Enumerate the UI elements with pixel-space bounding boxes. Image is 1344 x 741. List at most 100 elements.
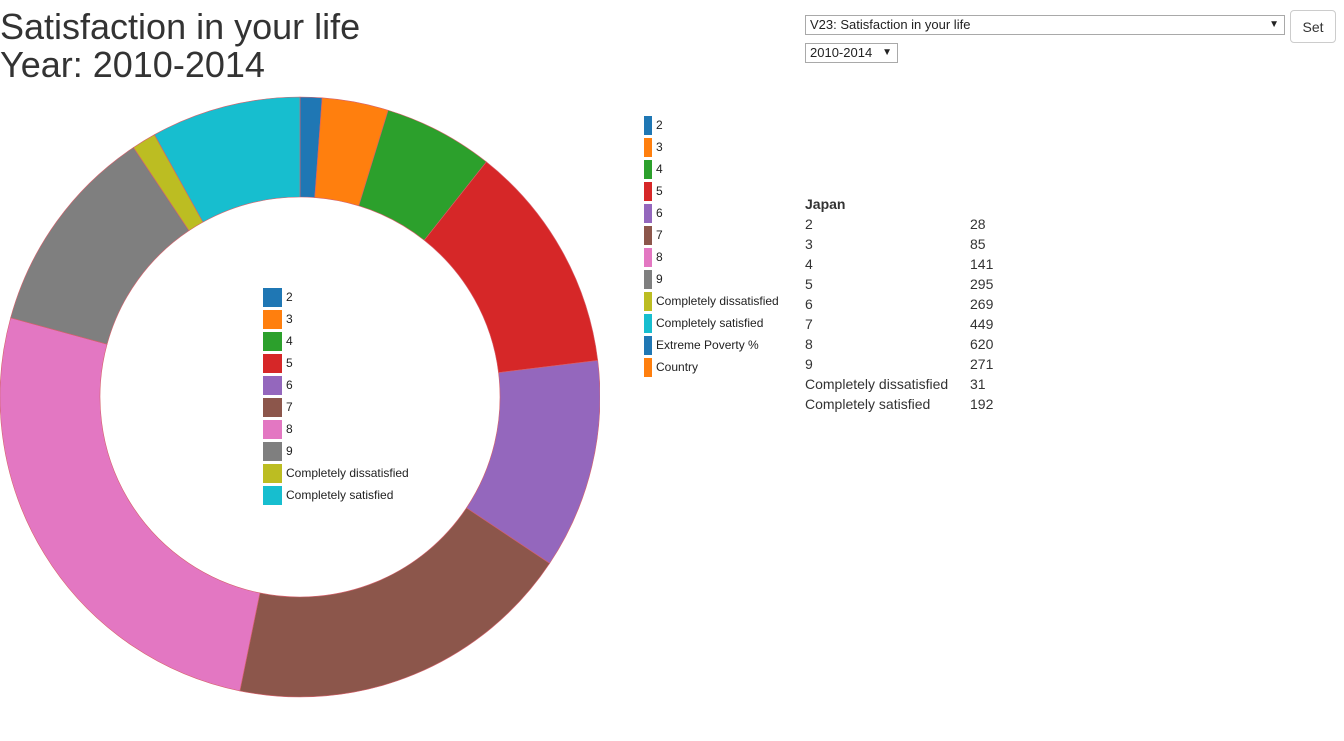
legend-label: 7 [286, 400, 293, 414]
set-button[interactable]: Set [1290, 10, 1336, 43]
table-row: 8 620 [805, 334, 1030, 354]
table-row-value: 271 [970, 356, 994, 372]
year-select[interactable]: 2010-2014 ▼ [805, 43, 898, 63]
question-select-value: V23: Satisfaction in your life [810, 17, 971, 32]
legend-swatch [263, 375, 282, 395]
table-row-value: 141 [970, 256, 994, 272]
legend-swatch [644, 181, 652, 201]
legend-label: Completely satisfied [286, 488, 394, 502]
chart-title: Satisfaction in your life Year: 2010-201… [0, 8, 360, 84]
legend-swatch [263, 485, 282, 505]
legend-swatch [644, 203, 652, 223]
legend-swatch [644, 137, 652, 157]
legend-item[interactable]: Completely dissatisfied [644, 290, 779, 312]
legend-item[interactable]: Completely satisfied [644, 312, 779, 334]
legend-label: Extreme Poverty % [656, 338, 759, 352]
legend-label: 5 [286, 356, 293, 370]
legend-item[interactable]: 5 [644, 180, 779, 202]
legend-item[interactable]: Completely satisfied [263, 484, 409, 506]
legend-swatch [263, 353, 282, 373]
legend-item[interactable]: 6 [263, 374, 409, 396]
legend-item[interactable]: 9 [263, 440, 409, 462]
legend-label: 5 [656, 184, 663, 198]
legend-item[interactable]: 4 [263, 330, 409, 352]
legend-swatch [263, 397, 282, 417]
legend-label: 9 [286, 444, 293, 458]
legend-label: 2 [286, 290, 293, 304]
legend-item[interactable]: 8 [263, 418, 409, 440]
table-row-value: 449 [970, 316, 994, 332]
legend-swatch [263, 419, 282, 439]
legend-item[interactable]: Country [644, 356, 779, 378]
table-row-value: 295 [970, 276, 994, 292]
legend-label: 3 [286, 312, 293, 326]
dropdown-arrow-icon: ▼ [882, 47, 892, 58]
legend-swatch [263, 463, 282, 483]
title-year: Year: 2010-2014 [0, 44, 265, 85]
legend-swatch [644, 269, 652, 289]
legend-label: Completely dissatisfied [286, 466, 409, 480]
legend-label: 8 [656, 250, 663, 264]
legend-item[interactable]: 6 [644, 202, 779, 224]
legend-label: 4 [286, 334, 293, 348]
table-row-label: 6 [805, 296, 813, 312]
legend-item[interactable]: 7 [263, 396, 409, 418]
table-row-label: Completely satisfied [805, 396, 931, 412]
legend-label: 4 [656, 162, 663, 176]
legend-item[interactable]: 9 [644, 268, 779, 290]
donut-slice-8[interactable] [0, 317, 261, 692]
legend-item[interactable]: 7 [644, 224, 779, 246]
legend-item[interactable]: 8 [644, 246, 779, 268]
country-data-table: Japan 2 28 3 85 4 141 5 295 6 269 7 449 8 620 9 271 Comp… [805, 194, 1030, 414]
title-question: Satisfaction in your life [0, 6, 361, 47]
donut-slice-completely-satisfied[interactable] [154, 96, 301, 223]
legend-item[interactable]: 4 [644, 158, 779, 180]
legend-item[interactable]: Completely dissatisfied [263, 462, 409, 484]
legend-swatch [644, 291, 652, 311]
table-row: 2 28 [805, 214, 1030, 234]
table-row-value: 28 [970, 216, 986, 232]
donut-slice-7[interactable] [239, 507, 551, 698]
donut-chart [0, 96, 600, 698]
legend-swatch [644, 357, 652, 377]
table-row-value: 269 [970, 296, 994, 312]
table-row-value: 192 [970, 396, 994, 412]
table-row-label: 8 [805, 336, 813, 352]
legend-label: 9 [656, 272, 663, 286]
table-row-value: 31 [970, 376, 986, 392]
table-row-label: 4 [805, 256, 813, 272]
question-select[interactable]: V23: Satisfaction in your life ▼ [805, 15, 1285, 35]
legend-swatch [644, 247, 652, 267]
legend-swatch [644, 225, 652, 245]
legend-item[interactable]: 3 [644, 136, 779, 158]
legend-label: 3 [656, 140, 663, 154]
legend-swatch [644, 159, 652, 179]
legend-swatch [263, 287, 282, 307]
table-row-value: 620 [970, 336, 994, 352]
table-row-label: 3 [805, 236, 813, 252]
legend-swatch [263, 309, 282, 329]
legend-item[interactable]: 2 [263, 286, 409, 308]
table-row: 3 85 [805, 234, 1030, 254]
table-rows: 2 28 3 85 4 141 5 295 6 269 7 449 8 620 9 271 Completely… [805, 214, 1030, 414]
legend-swatch [263, 441, 282, 461]
legend-label: Completely dissatisfied [656, 294, 779, 308]
legend-label: 8 [286, 422, 293, 436]
legend-item[interactable]: 3 [263, 308, 409, 330]
legend-label: 7 [656, 228, 663, 242]
legend-item[interactable]: 2 [644, 114, 779, 136]
dropdown-arrow-icon: ▼ [1269, 19, 1279, 30]
legend-swatch [644, 335, 652, 355]
chart-legend-inner: 2 3 4 5 6 7 8 9 Completely dissatisfied Completel… [263, 286, 409, 506]
table-row-value: 85 [970, 236, 986, 252]
legend-label: 2 [656, 118, 663, 132]
legend-item[interactable]: 5 [263, 352, 409, 374]
table-row-label: Completely dissatisfied [805, 376, 949, 392]
table-row: Completely dissatisfied 31 [805, 374, 1030, 394]
table-row-label: 5 [805, 276, 813, 292]
legend-item[interactable]: Extreme Poverty % [644, 334, 779, 356]
country-name: Japan [805, 196, 846, 212]
legend-label: 6 [286, 378, 293, 392]
legend-swatch [644, 115, 652, 135]
